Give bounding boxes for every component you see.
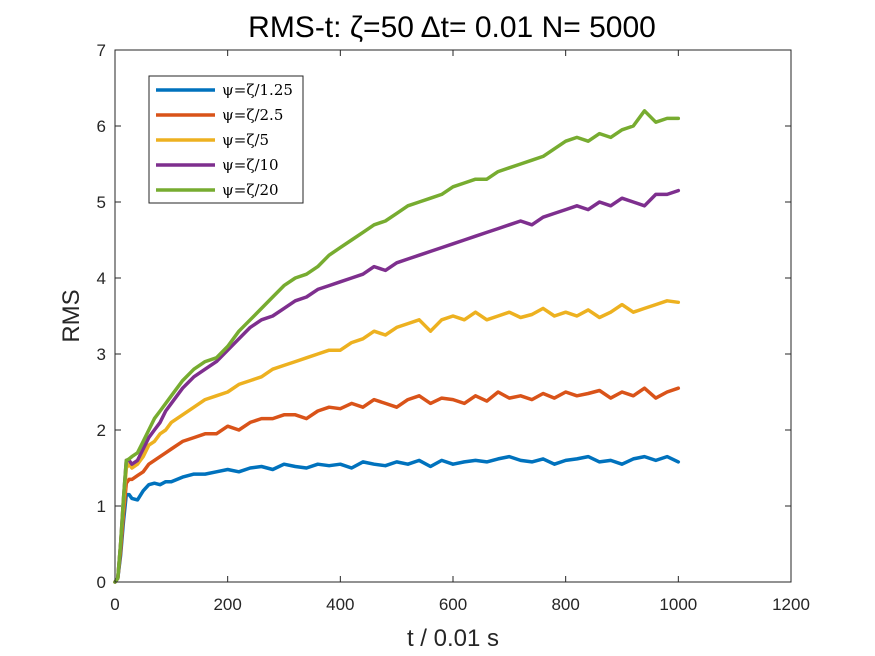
x-tick-label: 1200 bbox=[772, 595, 810, 614]
legend-label: ψ=ζ/1.25 bbox=[222, 81, 293, 99]
x-tick-label: 600 bbox=[439, 595, 467, 614]
legend-label: ψ=ζ/20 bbox=[222, 181, 279, 199]
x-tick-label: 0 bbox=[110, 595, 119, 614]
chart-title: RMS-t: ζ=50 Δt= 0.01 N= 5000 bbox=[248, 11, 656, 44]
series-line-1 bbox=[113, 454, 681, 584]
y-tick-label: 2 bbox=[97, 421, 106, 440]
series-line-5 bbox=[113, 109, 681, 584]
x-tick-label: 400 bbox=[326, 595, 354, 614]
y-tick-label: 1 bbox=[97, 497, 106, 516]
x-tick-label: 1000 bbox=[659, 595, 697, 614]
y-tick-label: 7 bbox=[97, 41, 106, 60]
series-line-4 bbox=[113, 188, 681, 584]
y-axis-label: RMS bbox=[58, 289, 85, 342]
series-line-3 bbox=[113, 299, 681, 584]
series-layer bbox=[113, 109, 681, 584]
legend-label: ψ=ζ/10 bbox=[222, 156, 279, 174]
x-axis: 0 200 400 600 800 1000 1200 bbox=[110, 50, 810, 614]
y-tick-label: 6 bbox=[97, 117, 106, 136]
y-axis: 0 1 2 3 4 5 6 7 bbox=[97, 41, 791, 592]
x-axis-label: t / 0.01 s bbox=[407, 625, 499, 652]
legend: ψ=ζ/1.25 ψ=ζ/2.5 ψ=ζ/5 ψ=ζ/10 ψ=ζ/20 bbox=[148, 75, 304, 204]
y-tick-label: 3 bbox=[97, 345, 106, 364]
y-tick-label: 0 bbox=[97, 573, 106, 592]
legend-label: ψ=ζ/2.5 bbox=[222, 106, 283, 124]
series-line-2 bbox=[113, 386, 681, 584]
y-tick-label: 5 bbox=[97, 193, 106, 212]
y-tick-label: 4 bbox=[97, 269, 106, 288]
x-tick-label: 200 bbox=[213, 595, 241, 614]
legend-label: ψ=ζ/5 bbox=[222, 131, 269, 149]
x-tick-label: 800 bbox=[551, 595, 579, 614]
